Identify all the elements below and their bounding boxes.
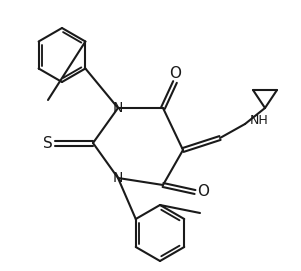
Text: NH: NH (250, 115, 269, 127)
Text: O: O (197, 185, 209, 199)
Text: N: N (113, 101, 123, 115)
Text: N: N (113, 171, 123, 185)
Text: O: O (169, 66, 181, 82)
Text: S: S (43, 136, 53, 150)
